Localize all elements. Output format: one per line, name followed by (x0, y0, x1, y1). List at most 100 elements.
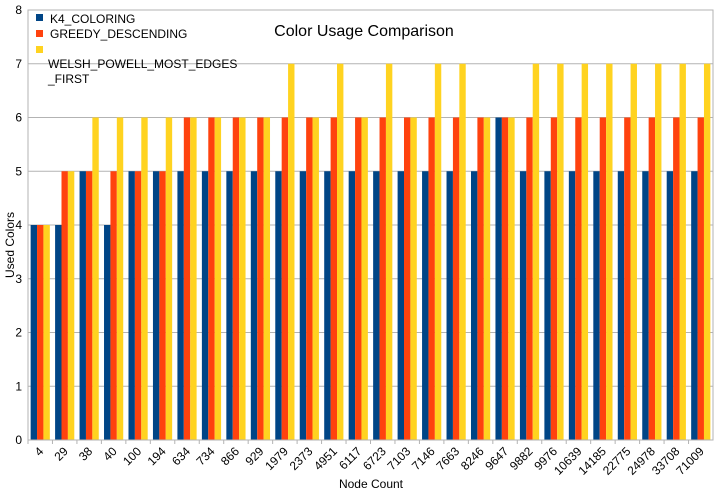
y-axis-label: Used Colors (3, 212, 17, 278)
y-tick-label: 7 (15, 57, 22, 71)
x-tick-label: 7146 (409, 444, 438, 473)
x-tick-label: 8246 (458, 444, 487, 473)
y-tick-label: 5 (15, 164, 22, 178)
bar-k4-coloring (299, 171, 307, 440)
bar-welsh-powell-most-edges-first (92, 117, 99, 440)
x-tick-label: 4 (32, 444, 47, 459)
x-tick-label: 7103 (385, 444, 414, 473)
x-tick-label: 4951 (311, 444, 340, 473)
bar-greedy-descending (673, 117, 680, 440)
bar-k4-coloring (568, 171, 576, 440)
x-tick-label: 7663 (433, 444, 462, 473)
bar-k4-coloring (348, 171, 356, 440)
bar-k4-coloring (30, 225, 38, 440)
y-tick-label: 2 (15, 326, 22, 340)
bar-welsh-powell-most-edges-first (312, 117, 319, 440)
bar-welsh-powell-most-edges-first (459, 63, 466, 440)
bar-k4-coloring (250, 171, 258, 440)
x-tick-label: 6723 (360, 444, 389, 473)
bar-welsh-powell-most-edges-first (116, 117, 124, 440)
bar-greedy-descending (648, 117, 656, 440)
bar-welsh-powell-most-edges-first (581, 63, 589, 440)
bar-greedy-descending (428, 117, 435, 440)
legend-swatch (36, 30, 43, 37)
bar-greedy-descending (599, 117, 607, 440)
bar-greedy-descending (575, 117, 582, 440)
bar-welsh-powell-most-edges-first (43, 225, 50, 440)
x-tick-label: 1979 (262, 444, 291, 473)
bar-welsh-powell-most-edges-first (532, 63, 540, 440)
x-axis-ticks: 4 29 38 40 100 194 634 734 866 929197923734951611… (27, 440, 707, 478)
bar-greedy-descending (159, 171, 166, 440)
x-tick-label: 71009 (673, 444, 707, 478)
bar-k4-coloring (324, 171, 331, 440)
bar-welsh-powell-most-edges-first (141, 117, 148, 440)
bar-greedy-descending (281, 117, 289, 440)
bar-k4-coloring (226, 171, 233, 440)
y-tick-label: 4 (15, 218, 22, 232)
bar-greedy-descending (526, 117, 533, 440)
bar-k4-coloring (666, 171, 674, 440)
bar-welsh-powell-most-edges-first (214, 117, 222, 440)
y-tick-label: 1 (15, 379, 22, 393)
x-tick-label: 38 (76, 444, 96, 464)
bar-k4-coloring (544, 171, 551, 440)
x-tick-label: 734 (194, 444, 218, 468)
bar-welsh-powell-most-edges-first (361, 117, 368, 440)
bar-welsh-powell-most-edges-first (337, 63, 344, 440)
bar-k4-coloring (79, 171, 86, 440)
bar-k4-coloring (470, 171, 478, 440)
x-tick-label: 40 (100, 444, 120, 464)
bar-welsh-powell-most-edges-first (483, 117, 491, 440)
bar-k4-coloring (397, 171, 404, 440)
bar-welsh-powell-most-edges-first (385, 63, 393, 440)
bar-welsh-powell-most-edges-first (508, 117, 515, 440)
bar-greedy-descending (208, 117, 215, 440)
bar-k4-coloring (373, 171, 380, 440)
bar-welsh-powell-most-edges-first (190, 117, 197, 440)
bar-welsh-powell-most-edges-first (703, 63, 711, 440)
bar-greedy-descending (403, 117, 411, 440)
x-tick-label: 9647 (482, 444, 511, 473)
bar-welsh-powell-most-edges-first (165, 117, 173, 440)
bar-welsh-powell-most-edges-first (67, 171, 75, 440)
y-tick-label: 6 (15, 111, 22, 125)
bar-welsh-powell-most-edges-first (288, 63, 295, 440)
bar-greedy-descending (37, 225, 44, 440)
bar-greedy-descending (61, 171, 68, 440)
y-tick-label: 8 (15, 3, 22, 17)
bar-welsh-powell-most-edges-first (630, 63, 637, 440)
bar-k4-coloring (201, 171, 209, 440)
bar-k4-coloring (642, 171, 649, 440)
x-tick-label: 9882 (507, 444, 536, 473)
plot-frame (27, 9, 714, 441)
bar-k4-coloring (104, 225, 111, 440)
bar-k4-coloring (593, 171, 600, 440)
bar-greedy-descending (355, 117, 362, 440)
y-tick-label: 3 (15, 272, 22, 286)
bar-greedy-descending (257, 117, 264, 440)
bar-greedy-descending (110, 171, 117, 440)
x-tick-label: 866 (218, 444, 242, 468)
bar-k4-coloring (691, 171, 698, 440)
bar-k4-coloring (617, 171, 625, 440)
y-tick-label: 0 (15, 433, 22, 447)
bar-welsh-powell-most-edges-first (557, 63, 564, 440)
legend-label: WELSH_POWELL_MOST_EDGES (48, 57, 237, 71)
legend-swatch (36, 14, 43, 21)
bar-greedy-descending (232, 117, 240, 440)
bar-greedy-descending (501, 117, 509, 440)
bar-welsh-powell-most-edges-first (655, 63, 662, 440)
x-tick-label: 2373 (287, 444, 316, 473)
bar-k4-coloring (152, 171, 160, 440)
bar-greedy-descending (134, 171, 142, 440)
bar-k4-coloring (422, 171, 429, 440)
x-axis-label: Node Count (339, 477, 404, 491)
chart-title: Color Usage Comparison (274, 23, 454, 40)
bar-k4-coloring (519, 171, 527, 440)
chart-bars (30, 63, 711, 440)
bar-welsh-powell-most-edges-first (263, 117, 271, 440)
x-tick-label: 100 (120, 444, 144, 468)
